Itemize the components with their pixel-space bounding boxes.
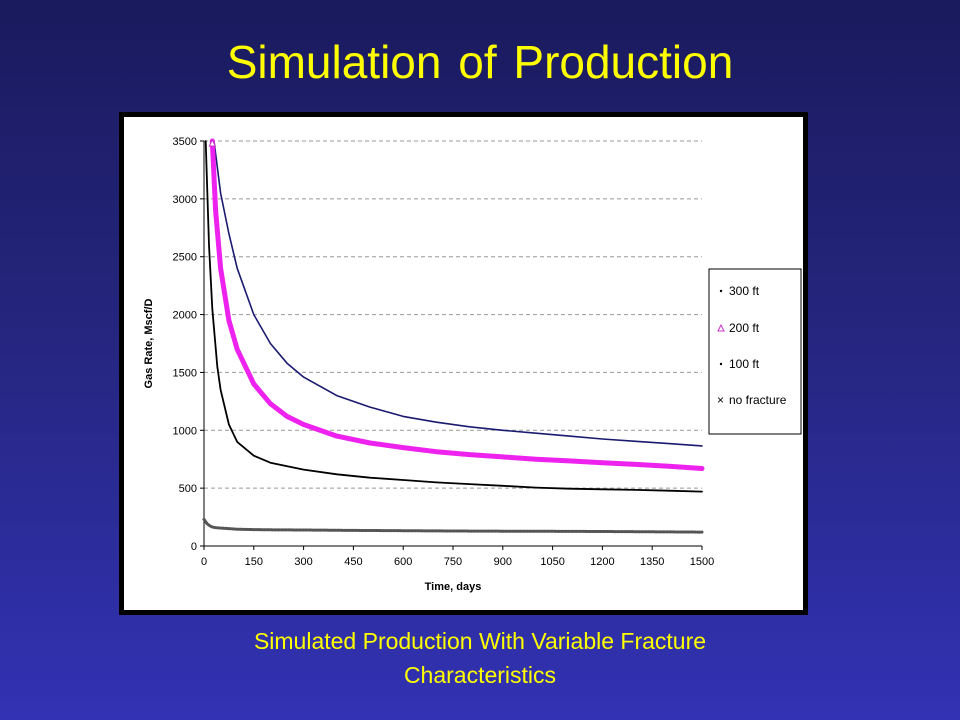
series-layer bbox=[202, 138, 705, 534]
y-tick-label-3500: 3500 bbox=[173, 136, 197, 148]
legend-marker-300ft bbox=[719, 289, 723, 293]
axes-layer bbox=[200, 140, 703, 550]
legend-item-no-fracture: × no fracture bbox=[717, 393, 787, 407]
series-line-200ft bbox=[209, 138, 705, 471]
x-tick-label-150: 150 bbox=[245, 556, 263, 568]
legend-marker-no-fracture: × bbox=[717, 393, 724, 407]
caption-line-2: Characteristics bbox=[403, 662, 557, 688]
legend: 300 ft 200 ft 100 ft × no fracture bbox=[708, 268, 802, 435]
tick-labels: 0 500 1000 1500 2000 2500 3000 3500 0 150 300 450 60… bbox=[173, 136, 715, 568]
legend-label-no-fracture: no fracture bbox=[729, 393, 787, 407]
x-tick-label-300: 300 bbox=[294, 556, 312, 568]
chart-caption: Simulated Production With Variable Fract… bbox=[0, 624, 960, 692]
legend-label-100ft: 100 ft bbox=[729, 357, 760, 371]
y-tick-label-0: 0 bbox=[191, 541, 197, 553]
y-axis-title: Gas Rate, Mscf/D bbox=[143, 299, 155, 389]
grid-layer bbox=[204, 140, 702, 489]
x-tick-label-600: 600 bbox=[394, 556, 412, 568]
y-tick-label-3000: 3000 bbox=[173, 194, 197, 206]
legend-item-300ft: 300 ft bbox=[719, 284, 760, 298]
x-tick-label-1500: 1500 bbox=[690, 556, 714, 568]
slide-title: Simulation of Production bbox=[226, 36, 734, 88]
series-marker-200ft-start bbox=[208, 138, 217, 147]
y-tick-label-2500: 2500 bbox=[173, 252, 197, 264]
x-tick-label-900: 900 bbox=[494, 556, 512, 568]
caption-line-1: Simulated Production With Variable Fract… bbox=[253, 628, 707, 654]
x-tick-label-1050: 1050 bbox=[540, 556, 564, 568]
legend-marker-100ft bbox=[719, 362, 723, 366]
legend-item-200ft: 200 ft bbox=[717, 321, 760, 335]
x-tick-label-750: 750 bbox=[444, 556, 462, 568]
y-tick-label-1000: 1000 bbox=[173, 425, 197, 437]
series-line-100ft bbox=[204, 140, 703, 493]
x-tick-label-450: 450 bbox=[344, 556, 362, 568]
series-line-300ft bbox=[213, 140, 703, 447]
legend-label-200ft: 200 ft bbox=[729, 321, 760, 335]
chart-frame: 0 500 1000 1500 2000 2500 3000 3500 0 150 300 450 60… bbox=[119, 112, 808, 615]
legend-box bbox=[708, 268, 802, 435]
chart-area: 0 500 1000 1500 2000 2500 3000 3500 0 150 300 450 60… bbox=[124, 117, 803, 610]
y-tick-label-2000: 2000 bbox=[173, 310, 197, 322]
y-tick-label-500: 500 bbox=[179, 483, 197, 495]
series-line-no-fracture bbox=[202, 517, 704, 534]
legend-item-100ft: 100 ft bbox=[719, 357, 760, 371]
x-tick-label-1200: 1200 bbox=[590, 556, 614, 568]
y-tick-label-1500: 1500 bbox=[173, 367, 197, 379]
x-axis-title: Time, days bbox=[425, 581, 482, 593]
x-tick-label-0: 0 bbox=[201, 556, 207, 568]
x-tick-label-1350: 1350 bbox=[640, 556, 664, 568]
production-chart: 0 500 1000 1500 2000 2500 3000 3500 0 150 300 450 60… bbox=[143, 136, 802, 593]
legend-label-300ft: 300 ft bbox=[729, 284, 760, 298]
legend-marker-200ft bbox=[717, 323, 725, 332]
